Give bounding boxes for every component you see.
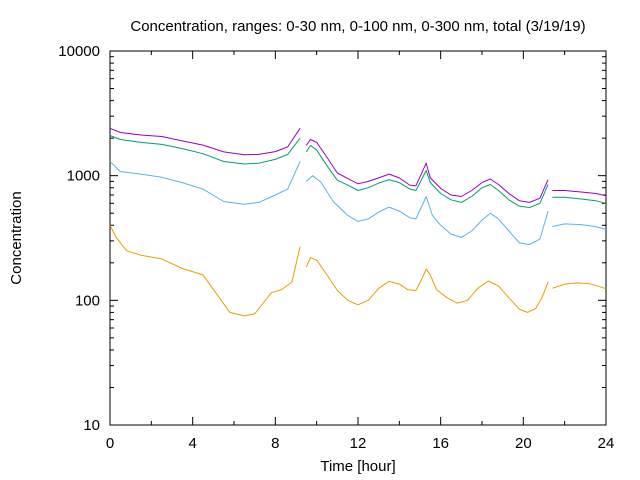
x-tick-label: 12 xyxy=(350,435,367,452)
y-tick-label: 100 xyxy=(75,292,100,309)
chart-title: Concentration, ranges: 0-30 nm, 0-100 nm… xyxy=(130,18,585,35)
series-line xyxy=(305,139,549,203)
x-tick-label: 4 xyxy=(188,435,196,452)
x-tick-label: 0 xyxy=(106,435,114,452)
series-line xyxy=(305,257,549,313)
x-tick-label: 20 xyxy=(515,435,532,452)
series-line xyxy=(109,127,301,156)
x-tick-label: 8 xyxy=(271,435,279,452)
plot-area: 0 4 8 12 16 20 24 10 100 1000 10000 xyxy=(58,43,614,452)
series-3 xyxy=(109,127,607,203)
series-0 xyxy=(109,225,607,317)
series-1 xyxy=(109,161,607,246)
series-line xyxy=(552,190,607,197)
series-line xyxy=(109,225,301,317)
y-tick-label: 10000 xyxy=(58,43,100,60)
x-axis-label: Time [hour] xyxy=(320,458,395,475)
y-axis-label: Concentration xyxy=(8,191,25,284)
y-tick-label: 1000 xyxy=(67,168,100,185)
axis-ticks: 0 4 8 12 16 20 24 10 100 1000 10000 xyxy=(58,43,614,452)
plot-frame xyxy=(109,50,607,426)
series-2 xyxy=(109,135,607,208)
y-tick-label: 10 xyxy=(83,417,100,434)
series-line xyxy=(109,135,301,165)
series-line xyxy=(305,175,549,246)
series-layer xyxy=(109,127,607,317)
series-line xyxy=(305,144,549,208)
series-line xyxy=(552,196,607,204)
series-line xyxy=(109,161,301,205)
series-line xyxy=(552,223,607,230)
x-tick-label: 16 xyxy=(432,435,449,452)
series-line xyxy=(552,282,607,290)
x-tick-label: 24 xyxy=(598,435,615,452)
